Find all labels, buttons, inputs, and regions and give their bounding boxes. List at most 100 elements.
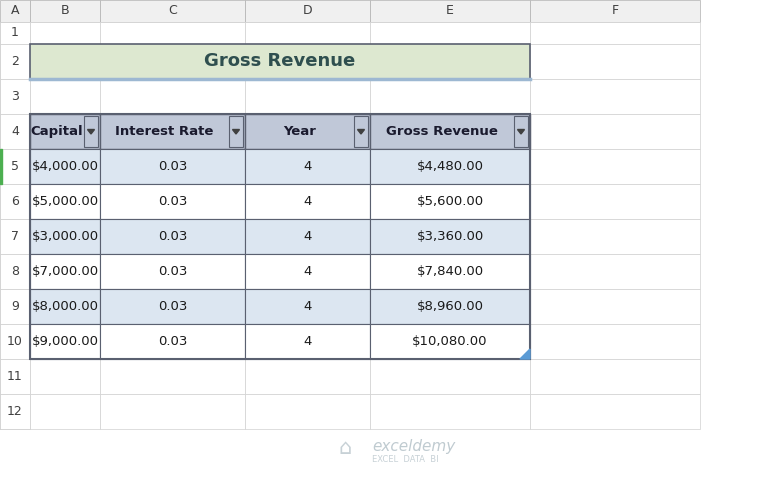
Bar [30, 289, 100, 324]
Text: 0.03: 0.03 [158, 160, 187, 173]
Bar [370, 149, 530, 184]
Text: C: C [168, 4, 177, 17]
Bar [30, 289, 100, 324]
Bar [245, 114, 370, 149]
Text: $10,080.00: $10,080.00 [412, 335, 488, 348]
Polygon shape [232, 130, 239, 134]
Bar [30, 114, 530, 359]
Bar [0, 289, 30, 324]
Bar [245, 79, 370, 114]
Bar [245, 359, 370, 394]
Bar [100, 324, 245, 359]
Bar [30, 149, 100, 184]
Bar [100, 219, 245, 254]
Bar [370, 254, 530, 289]
Bar [0, 44, 30, 79]
Bar [530, 254, 700, 289]
Bar [370, 114, 530, 149]
Bar [530, 359, 700, 394]
Text: 9: 9 [11, 300, 19, 313]
Text: 4: 4 [303, 300, 311, 313]
Bar [370, 394, 530, 429]
Bar [245, 324, 370, 359]
Bar [30, 359, 100, 394]
Bar [245, 254, 370, 289]
Bar [0, 184, 30, 219]
Bar [530, 0, 700, 22]
Text: 12: 12 [7, 405, 23, 418]
Bar [370, 324, 530, 359]
Bar [0, 394, 30, 429]
Bar [530, 79, 700, 114]
Bar [530, 184, 700, 219]
Bar [530, 394, 700, 429]
Bar [30, 184, 100, 219]
Bar [370, 22, 530, 44]
Bar [30, 324, 100, 359]
Text: Gross Revenue: Gross Revenue [386, 125, 498, 138]
Text: 11: 11 [7, 370, 23, 383]
Bar [370, 149, 530, 184]
Bar [370, 219, 530, 254]
Bar [245, 0, 370, 22]
Bar [100, 0, 245, 22]
Text: 0.03: 0.03 [158, 335, 187, 348]
Text: ⌂: ⌂ [338, 438, 351, 458]
Text: $3,360.00: $3,360.00 [416, 230, 484, 243]
Text: $5,600.00: $5,600.00 [416, 195, 483, 208]
Bar [100, 22, 245, 44]
Bar [0, 394, 30, 429]
Bar [530, 44, 700, 79]
Bar [0, 149, 2, 184]
Bar [0, 289, 30, 324]
Text: 7: 7 [11, 230, 19, 243]
Bar [245, 149, 370, 184]
Bar [0, 0, 30, 22]
Bar [245, 149, 370, 184]
Text: 10: 10 [7, 335, 23, 348]
Text: 4: 4 [303, 160, 311, 173]
Text: 4: 4 [303, 195, 311, 208]
Text: 4: 4 [303, 230, 311, 243]
Bar [245, 394, 370, 429]
Text: $9,000.00: $9,000.00 [31, 335, 98, 348]
Text: Gross Revenue: Gross Revenue [204, 52, 356, 71]
Bar [370, 254, 530, 289]
Bar [0, 359, 30, 394]
Text: F: F [611, 4, 618, 17]
Bar [370, 114, 530, 149]
Text: 4: 4 [303, 335, 311, 348]
Bar [229, 116, 243, 147]
Text: 0.03: 0.03 [158, 230, 187, 243]
Bar [370, 359, 530, 394]
Text: 0.03: 0.03 [158, 265, 187, 278]
Text: EXCEL  DATA  BI: EXCEL DATA BI [372, 454, 439, 464]
Bar [0, 359, 30, 394]
Bar [0, 79, 30, 114]
Bar [245, 324, 370, 359]
Text: 4: 4 [303, 265, 311, 278]
Text: exceldemy: exceldemy [372, 439, 456, 454]
Text: 0.03: 0.03 [158, 300, 187, 313]
Bar [100, 289, 245, 324]
Bar [530, 149, 700, 184]
Bar [0, 324, 30, 359]
Bar [30, 254, 100, 289]
Bar [30, 114, 100, 149]
Text: 1: 1 [11, 27, 19, 40]
Text: 8: 8 [11, 265, 19, 278]
Bar [30, 44, 100, 79]
Bar [0, 219, 30, 254]
Bar [0, 114, 30, 149]
Bar [514, 116, 528, 147]
Text: 2: 2 [11, 55, 19, 68]
Bar [530, 22, 700, 44]
Text: 3: 3 [11, 90, 19, 103]
Text: $8,000.00: $8,000.00 [31, 300, 98, 313]
Bar [100, 394, 245, 429]
Bar [0, 22, 30, 44]
Bar [530, 324, 700, 359]
Bar [84, 116, 98, 147]
Bar [100, 219, 245, 254]
Text: $4,480.00: $4,480.00 [416, 160, 483, 173]
